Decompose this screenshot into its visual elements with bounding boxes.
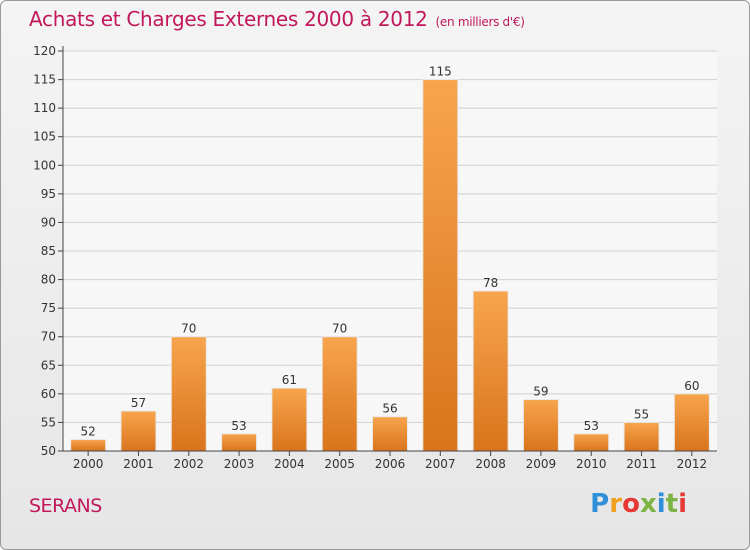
- data-label: 59: [533, 385, 548, 399]
- x-tick-label: 2000: [73, 457, 104, 471]
- bar-2000: [70, 439, 107, 452]
- place-name: SERANS: [29, 495, 102, 517]
- bar-2004: [271, 387, 308, 452]
- proxiti-logo: Proxiti: [590, 489, 687, 519]
- x-tick-label: 2005: [324, 457, 355, 471]
- bar-2007: [422, 79, 459, 452]
- y-tick-label: 60: [41, 387, 56, 401]
- data-label: 55: [634, 407, 649, 421]
- data-label: 53: [584, 419, 599, 433]
- data-label: 53: [231, 419, 246, 433]
- y-tick-label: 105: [33, 130, 56, 144]
- data-label: 70: [181, 322, 196, 336]
- x-tick-label: 2001: [123, 457, 154, 471]
- data-label: 61: [282, 373, 297, 387]
- data-label: 60: [684, 379, 699, 393]
- x-tick-label: 2009: [526, 457, 557, 471]
- bar-2011: [623, 421, 660, 452]
- y-tick-label: 80: [41, 273, 56, 287]
- data-label: 78: [483, 276, 498, 290]
- y-tick-label: 75: [41, 301, 56, 315]
- x-tick-label: 2012: [677, 457, 708, 471]
- chart-title-text: Achats et Charges Externes 2000 à 2012: [29, 7, 428, 31]
- x-tick-label: 2003: [224, 457, 255, 471]
- y-tick-label: 55: [41, 415, 56, 429]
- x-tick-label: 2006: [375, 457, 406, 471]
- data-label: 56: [382, 402, 397, 416]
- y-tick-label: 115: [33, 73, 56, 87]
- bar-2002: [170, 336, 207, 452]
- bar-2009: [522, 399, 559, 452]
- bar-2001: [120, 410, 157, 452]
- y-tick-label: 100: [33, 158, 56, 172]
- x-tick-label: 2004: [274, 457, 305, 471]
- y-tick-label: 90: [41, 215, 56, 229]
- data-label: 57: [131, 396, 146, 410]
- data-label: 52: [81, 425, 96, 439]
- y-tick-label: 50: [41, 444, 56, 458]
- x-tick-label: 2011: [626, 457, 657, 471]
- y-tick-label: 85: [41, 244, 56, 258]
- y-tick-label: 70: [41, 330, 56, 344]
- x-tick-label: 2010: [576, 457, 607, 471]
- data-label: 115: [429, 65, 452, 79]
- y-tick-label: 120: [33, 44, 56, 58]
- bar-2003: [221, 433, 258, 452]
- bar-2006: [372, 416, 408, 452]
- bar-2010: [573, 433, 610, 452]
- x-tick-label: 2007: [425, 457, 456, 471]
- y-tick-label: 95: [41, 187, 56, 201]
- x-tick-label: 2008: [475, 457, 506, 471]
- bar-2005: [321, 336, 358, 452]
- bar-2008: [472, 290, 509, 452]
- x-tick-label: 2002: [173, 457, 204, 471]
- data-label: 70: [332, 322, 347, 336]
- bar-2012: [673, 393, 710, 452]
- chart-title: Achats et Charges Externes 2000 à 2012 (e…: [29, 7, 525, 31]
- chart-unit: (en milliers d'€): [435, 15, 525, 29]
- y-tick-label: 65: [41, 358, 56, 372]
- y-tick-label: 110: [33, 101, 56, 115]
